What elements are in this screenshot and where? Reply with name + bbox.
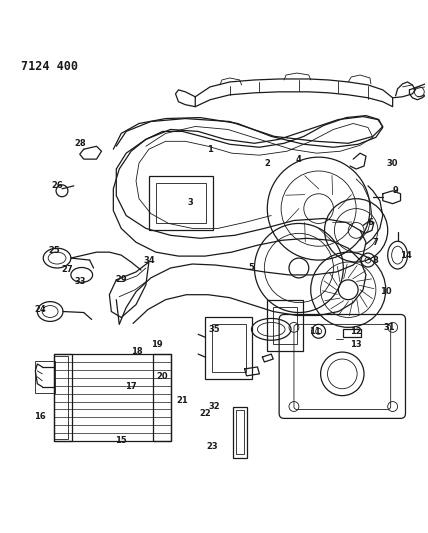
Text: 19: 19 (151, 340, 163, 349)
Text: 15: 15 (115, 435, 127, 445)
Text: 30: 30 (387, 159, 398, 167)
Text: 32: 32 (208, 402, 220, 411)
Bar (54, 354, 171, 441)
Text: 12: 12 (350, 327, 362, 336)
Text: 27: 27 (61, 265, 73, 274)
Text: 24: 24 (34, 305, 46, 314)
Text: 6: 6 (367, 218, 373, 227)
Text: 28: 28 (74, 139, 86, 148)
Text: 23: 23 (206, 442, 218, 450)
Text: 26: 26 (51, 181, 63, 190)
Bar (36, 361, 55, 393)
Bar (212, 325, 246, 372)
Text: 33: 33 (74, 277, 86, 286)
Bar (343, 329, 361, 337)
Text: 1: 1 (207, 145, 213, 154)
Text: 29: 29 (116, 276, 127, 285)
Text: 2: 2 (265, 159, 270, 167)
Text: 35: 35 (208, 325, 220, 334)
Text: 9: 9 (393, 187, 398, 195)
Text: 3: 3 (187, 198, 193, 207)
Text: 34: 34 (143, 255, 155, 264)
Bar (233, 407, 247, 458)
Bar (205, 318, 253, 379)
Bar (153, 354, 171, 441)
Bar (268, 300, 303, 351)
Text: 21: 21 (176, 396, 188, 405)
Bar (54, 354, 72, 441)
Text: 10: 10 (380, 287, 392, 296)
Text: 7: 7 (373, 238, 379, 247)
Text: 14: 14 (400, 251, 411, 260)
Bar (149, 176, 213, 230)
Bar (156, 183, 206, 223)
Text: 4: 4 (296, 155, 302, 164)
Text: 22: 22 (199, 409, 211, 418)
Text: 13: 13 (351, 340, 362, 349)
Bar (236, 410, 244, 454)
Text: 5: 5 (249, 263, 254, 272)
Text: 7124 400: 7124 400 (21, 60, 77, 73)
Text: 11: 11 (309, 327, 321, 336)
Bar (273, 306, 297, 344)
Bar (54, 356, 68, 439)
Text: 8: 8 (373, 255, 379, 264)
Text: 31: 31 (384, 323, 395, 332)
Text: 18: 18 (131, 346, 143, 356)
Text: 16: 16 (34, 412, 46, 421)
Text: 17: 17 (125, 382, 137, 391)
Text: 20: 20 (157, 373, 169, 381)
Text: 25: 25 (48, 246, 60, 255)
